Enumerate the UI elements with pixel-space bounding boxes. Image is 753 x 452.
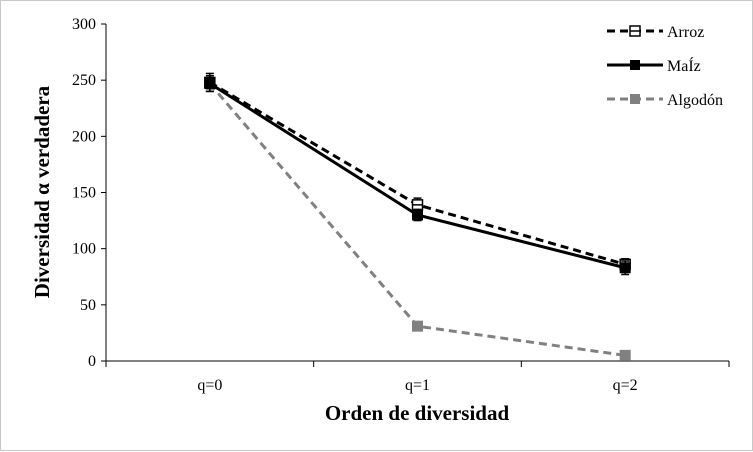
series-line xyxy=(209,82,626,270)
y-tick-label: 0 xyxy=(88,353,96,370)
series-arroz xyxy=(204,72,631,271)
x-ticks: q=0 q=1 q=2 xyxy=(105,361,730,394)
data-point xyxy=(412,320,423,332)
data-point xyxy=(619,349,631,361)
series-line xyxy=(209,81,626,266)
data-point xyxy=(619,262,631,274)
x-tick-label: q=2 xyxy=(613,377,638,394)
x-axis-title: Orden de diversidad xyxy=(325,401,510,425)
y-tick-label: 50 xyxy=(80,297,96,314)
y-tick-label: 250 xyxy=(72,72,96,89)
x-axis: q=0 q=1 q=2 xyxy=(105,360,730,394)
x-tick-label: q=0 xyxy=(197,377,222,394)
y-tick-label: 100 xyxy=(72,241,96,258)
legend-marker xyxy=(630,94,640,104)
y-tick-label: 200 xyxy=(72,128,96,145)
legend-item: Arroz xyxy=(607,24,704,41)
y-tick-label: 150 xyxy=(72,185,96,202)
y-ticks: 0 50 100 150 200 250 300 xyxy=(72,16,106,370)
y-axis-title: Diversidad α verdadera xyxy=(30,85,54,298)
legend-marker xyxy=(630,60,640,70)
legend-label: MaÍz xyxy=(667,56,701,75)
legend-item: MaÍz xyxy=(607,56,701,75)
y-axis: 0 50 100 150 200 250 300 xyxy=(72,16,107,370)
series-layer xyxy=(204,72,631,361)
data-point xyxy=(204,78,216,90)
data-point xyxy=(412,209,423,221)
x-tick-label: q=1 xyxy=(405,377,430,394)
legend-item: Algodón xyxy=(607,92,723,109)
y-tick-label: 300 xyxy=(72,16,96,33)
legend: Arroz MaÍz Algodón xyxy=(607,24,723,109)
legend-label: Arroz xyxy=(667,24,704,41)
series-maíz xyxy=(204,74,631,276)
legend-label: Algodón xyxy=(667,92,723,109)
